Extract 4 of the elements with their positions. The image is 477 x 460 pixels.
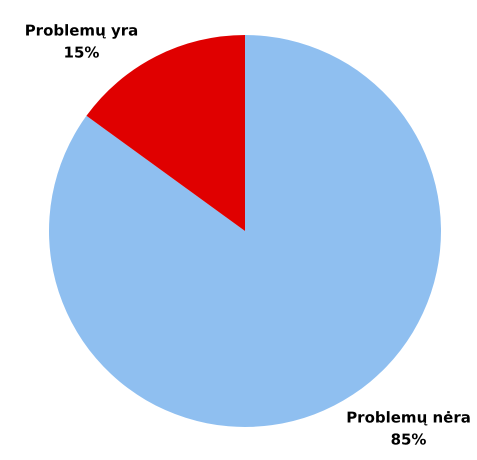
data-label: 15%	[64, 43, 100, 62]
data-label: 85%	[390, 430, 426, 449]
slice-label: Problemų nėra	[346, 408, 471, 427]
slice-label: Problemų yra	[24, 21, 138, 40]
